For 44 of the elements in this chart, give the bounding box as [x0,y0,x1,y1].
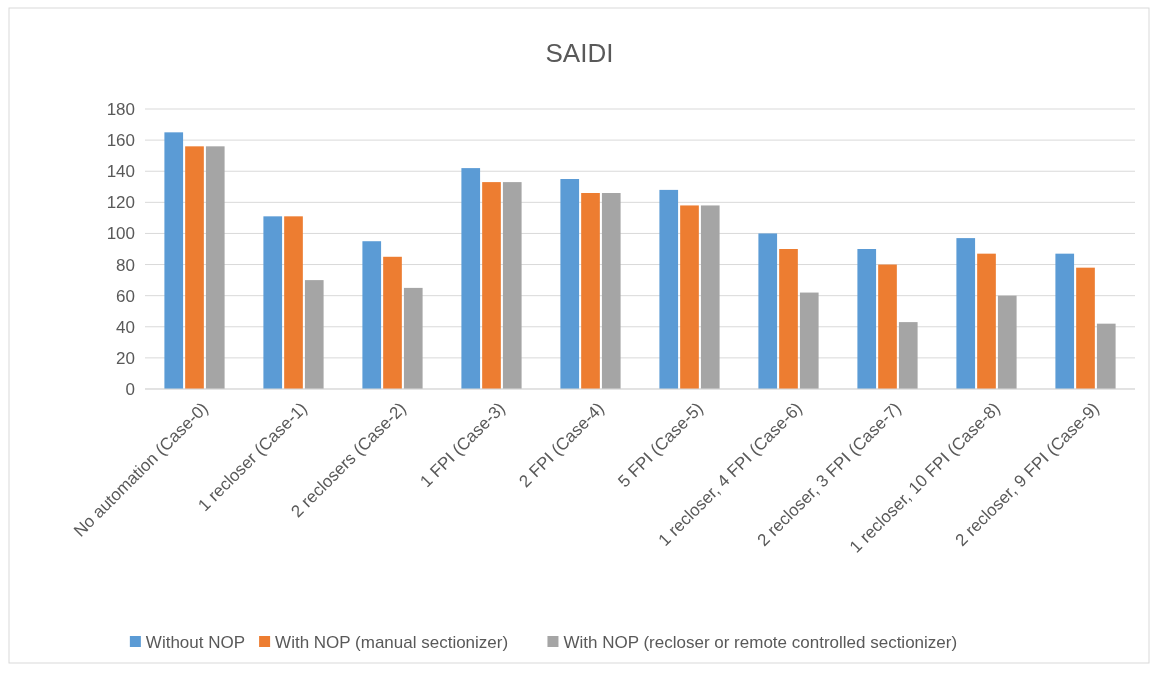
bar [482,182,501,389]
bar [502,182,522,389]
bar [601,193,621,389]
chart-title: SAIDI [545,38,614,68]
bar [185,146,204,389]
bar [263,216,283,389]
bar [857,249,877,389]
bar [659,189,679,389]
bar [1076,267,1095,389]
bar [878,264,897,389]
bar [164,132,184,389]
y-tick-label: 40 [116,317,135,337]
y-tick-label: 80 [116,255,135,275]
bar [205,146,225,389]
bar [362,241,382,389]
y-tick-label: 0 [125,379,135,399]
bar [758,233,778,389]
bar [779,249,798,389]
bar [383,256,402,389]
bar [997,295,1017,389]
bar [304,280,324,389]
legend-label: Without NOP [145,632,246,652]
y-tick-label: 120 [106,193,135,213]
bar [898,322,918,389]
y-tick-label: 100 [106,224,135,244]
bar [799,292,819,389]
bar [403,287,423,389]
bar [560,179,580,389]
legend-label: With NOP (recloser or remote controlled sectionizer) [563,632,958,652]
y-tick-label: 160 [106,131,135,151]
y-tick-label: 20 [116,348,135,368]
bar [284,216,303,389]
bar [977,253,996,389]
y-tick-label: 140 [106,162,135,182]
bar [461,168,481,389]
bar [680,205,699,389]
bar [1055,253,1075,389]
legend-label: With NOP (manual sectionizer) [275,632,509,652]
bar [581,193,600,389]
y-tick-label: 180 [106,99,135,119]
bar [956,238,976,389]
bar [700,205,720,389]
bar [1096,323,1116,389]
y-tick-label: 60 [116,286,135,306]
